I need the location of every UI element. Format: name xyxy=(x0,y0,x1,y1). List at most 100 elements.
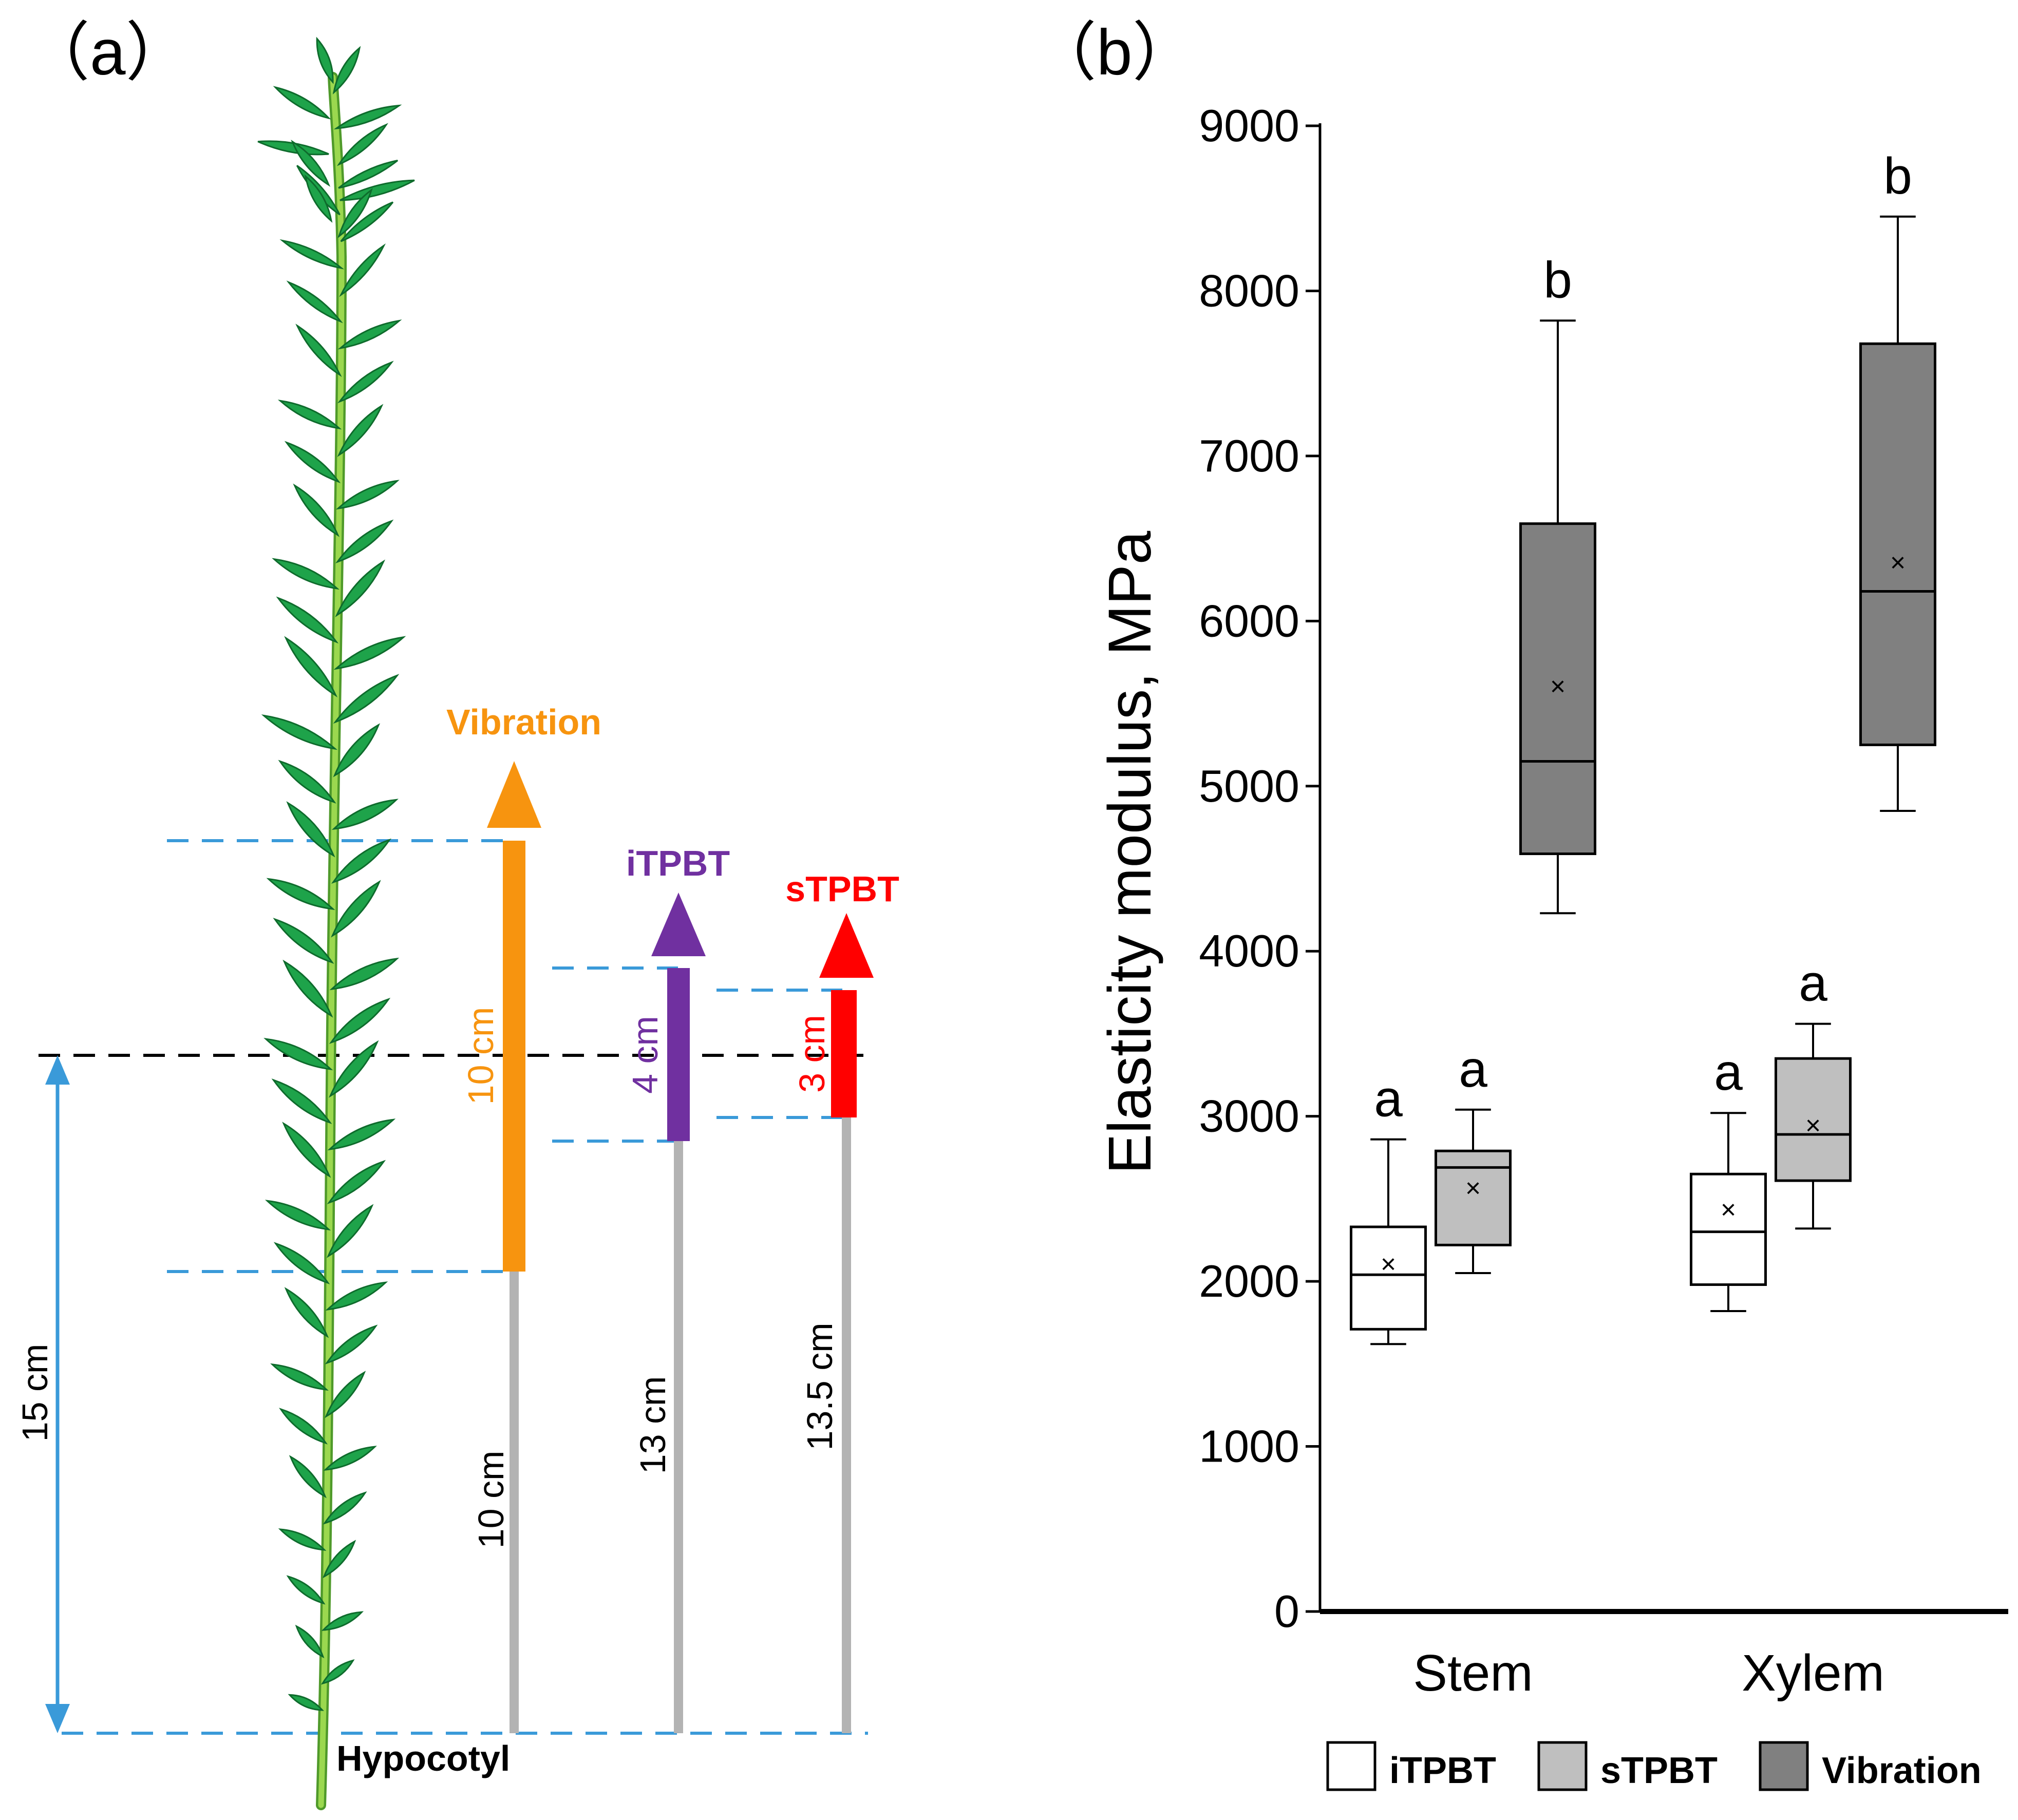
plant-leaf xyxy=(337,187,373,238)
label-vibration: Vibration xyxy=(446,702,601,742)
plant-leaf xyxy=(333,636,406,670)
legend-label: sTPBT xyxy=(1600,1750,1718,1791)
plant-leaf xyxy=(263,1038,333,1071)
plant-leaf xyxy=(271,1078,332,1124)
y-tick-label: 1000 xyxy=(1199,1421,1299,1472)
mean-marker: × xyxy=(1890,548,1906,578)
significance-letter: b xyxy=(1543,251,1572,309)
y-axis-title: Elasticity modulus, MPa xyxy=(1096,530,1164,1174)
plant-leaf xyxy=(282,1122,331,1178)
box-vibration xyxy=(1859,342,1936,746)
panel-a-label: （a） xyxy=(26,17,190,88)
rod-vibration-base xyxy=(510,1272,519,1733)
mean-marker: × xyxy=(1465,1173,1481,1203)
plant-leaf xyxy=(276,596,339,644)
plant-leaf xyxy=(325,1324,378,1364)
arrow-vibration xyxy=(487,761,541,828)
y-tick-label: 4000 xyxy=(1199,925,1299,976)
plant-leaf xyxy=(266,878,335,911)
plant-leaf xyxy=(272,558,340,590)
legend-label: iTPBT xyxy=(1389,1750,1496,1791)
plant-illustration xyxy=(257,36,415,1810)
plant-leaf xyxy=(279,239,345,270)
plant-leaf xyxy=(278,760,336,804)
height-arrow: 15 cm xyxy=(15,1055,70,1733)
plant-leaf xyxy=(273,918,334,964)
x-category-label: Stem xyxy=(1413,1644,1533,1702)
plant-leaf xyxy=(289,1455,327,1499)
arrow-stpbt xyxy=(819,913,874,978)
significance-letter: b xyxy=(1883,147,1912,205)
plant-leaf xyxy=(336,123,388,166)
plant-leaf xyxy=(323,1540,356,1579)
plant-leaf xyxy=(333,723,380,778)
plant-leaf xyxy=(286,1575,326,1605)
rod-stpbt-segment xyxy=(831,990,857,1117)
label-itpbt: iTPBT xyxy=(626,843,730,883)
plant-leaf xyxy=(324,1371,366,1418)
box-itpbt xyxy=(1350,1225,1427,1331)
plant-leaf xyxy=(316,36,334,84)
plant-leaf xyxy=(333,674,400,724)
plant-leaf xyxy=(329,997,391,1044)
legend-swatch-vibration xyxy=(1759,1741,1809,1791)
y-tick-label: 5000 xyxy=(1199,761,1299,811)
height-label: 15 cm xyxy=(15,1344,55,1442)
legend-swatch-stpbt xyxy=(1537,1741,1588,1791)
rod-itpbt-base xyxy=(674,1141,683,1733)
plant-leaf xyxy=(284,636,338,697)
rod-itpbt-segment xyxy=(667,968,690,1141)
rod-vibration-segment xyxy=(503,841,525,1272)
plant-leaf xyxy=(273,1242,330,1284)
box-vibration xyxy=(1519,522,1596,856)
plant-leaf xyxy=(339,243,386,297)
plant-leaf xyxy=(284,1287,329,1338)
label-itpbt-base: 13 cm xyxy=(633,1376,673,1474)
y-tick-label: 7000 xyxy=(1199,430,1299,481)
legend-swatch-itpbt xyxy=(1326,1741,1376,1791)
plant-leaf xyxy=(304,174,333,223)
significance-letter: a xyxy=(1374,1070,1403,1128)
plant-leaf xyxy=(291,140,331,187)
plant-leaf xyxy=(331,880,381,938)
plant-leaf xyxy=(278,1528,327,1551)
plant-leaf xyxy=(335,559,386,617)
plant-leaf xyxy=(288,1694,324,1711)
plant-leaf xyxy=(273,86,331,120)
mean-marker: × xyxy=(1721,1195,1736,1225)
plant-leaf xyxy=(329,1040,379,1098)
plant-leaf xyxy=(329,957,400,991)
significance-letter: a xyxy=(1714,1044,1743,1101)
plant-leaf xyxy=(337,361,394,404)
plant-leaf xyxy=(335,480,400,510)
mean-marker: × xyxy=(1381,1249,1396,1279)
plant-leaf xyxy=(321,1659,355,1685)
plant-leaf xyxy=(337,404,384,457)
label-itpbt-segment: 4 cm xyxy=(625,1016,665,1094)
x-category-label: Xylem xyxy=(1742,1644,1884,1702)
box-stpbt xyxy=(1775,1057,1852,1182)
y-tick-label: 6000 xyxy=(1199,595,1299,646)
plant-leaf xyxy=(295,324,342,377)
plant-leaf xyxy=(295,1624,325,1659)
plant-leaf xyxy=(270,1363,329,1391)
rods: Vibration 10 cm 10 cm iTPBT 4 cm 13 cm s… xyxy=(446,702,899,1733)
box-itpbt xyxy=(1690,1172,1767,1286)
plant-leaf xyxy=(331,799,399,830)
plant-leaf xyxy=(323,1491,367,1525)
plant-leaf xyxy=(282,959,333,1018)
plant-leaf xyxy=(333,104,402,129)
plant-leaf xyxy=(332,46,361,94)
y-tick-label: 8000 xyxy=(1199,265,1299,316)
plant-leaf xyxy=(323,1446,377,1471)
significance-letter: a xyxy=(1799,955,1827,1012)
plant-leaf xyxy=(265,1200,331,1231)
significance-letter: a xyxy=(1459,1040,1487,1098)
mean-marker: × xyxy=(1550,672,1566,702)
panel-b-label: （b） xyxy=(1032,17,1197,88)
hypocotyl-label: Hypocotyl xyxy=(336,1738,510,1778)
y-tick-label: 0 xyxy=(1274,1586,1299,1637)
mean-marker: × xyxy=(1805,1111,1821,1141)
label-vibration-base: 10 cm xyxy=(471,1451,511,1549)
